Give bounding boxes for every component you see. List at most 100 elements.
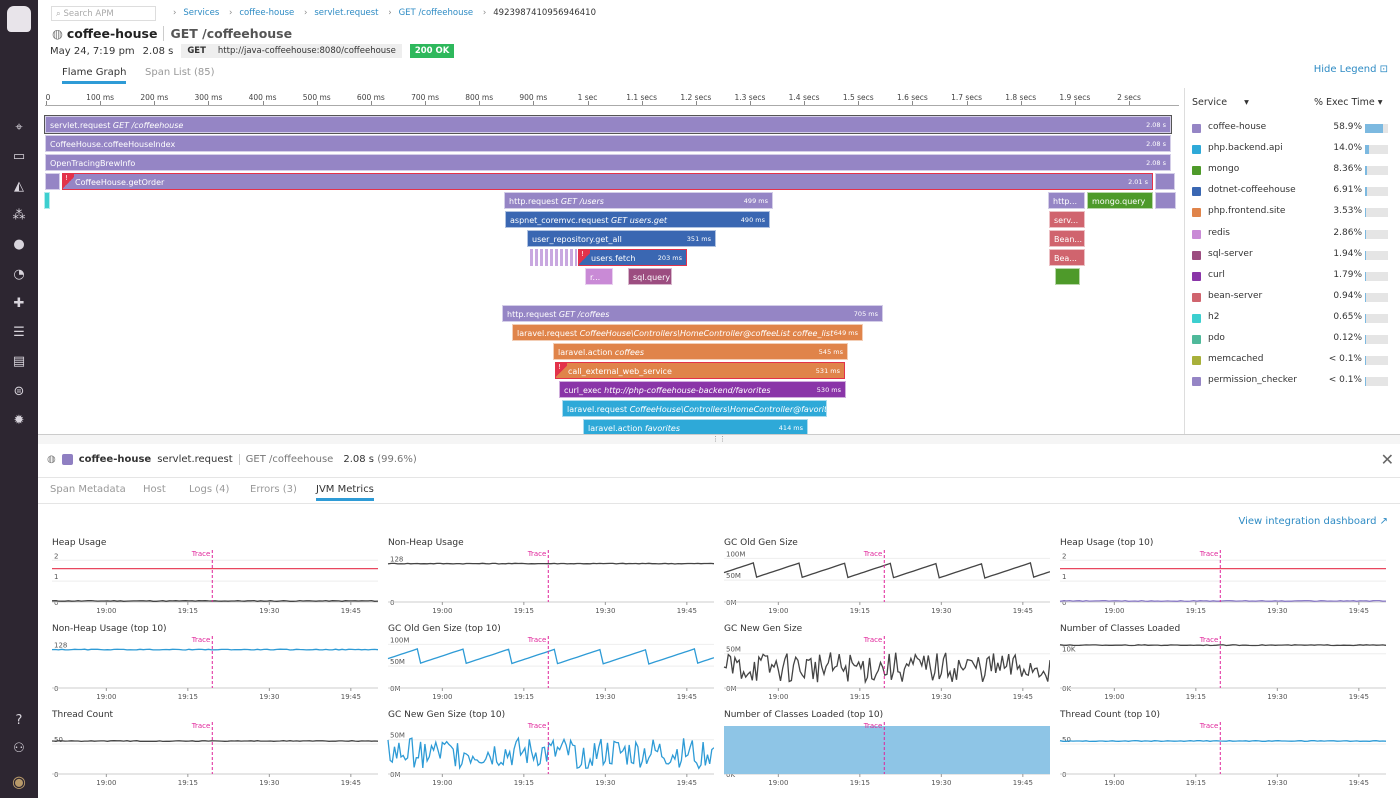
- tab-flame-graph[interactable]: Flame Graph: [62, 67, 127, 84]
- legend-item[interactable]: bean-server 0.94%: [1192, 291, 1392, 305]
- detail-tab-jvm-metrics[interactable]: JVM Metrics: [316, 484, 374, 501]
- y-tick-label: 128: [54, 642, 67, 650]
- user-avatar[interactable]: ◉: [12, 772, 26, 791]
- flame-span[interactable]: call_external_web_service 531 ms: [555, 362, 845, 379]
- apm-icon[interactable]: ☰: [13, 325, 25, 341]
- chart-plot[interactable]: 50 0 19:00 19:15 19:30 19:45 Trace: [1056, 720, 1386, 794]
- timeline-tick-mark: [208, 101, 210, 105]
- chart-plot[interactable]: 50 0 19:00 19:15 19:30 19:45 Trace: [48, 720, 378, 794]
- flame-span[interactable]: sql.query: [628, 268, 672, 285]
- gauge-icon[interactable]: ◔: [13, 266, 25, 282]
- detail-tab-host[interactable]: Host: [143, 484, 166, 495]
- chart-icon[interactable]: ◭: [14, 178, 24, 194]
- team-icon[interactable]: ⚇: [13, 741, 25, 756]
- settings-icon[interactable]: ✹: [13, 413, 25, 428]
- dashboard-icon[interactable]: ▭: [12, 149, 26, 165]
- legend-item[interactable]: php.frontend.site 3.53%: [1192, 206, 1392, 220]
- flame-span[interactable]: [44, 192, 50, 209]
- flame-span[interactable]: [1055, 268, 1080, 285]
- detail-tab-logs[interactable]: Logs (4): [189, 484, 230, 495]
- hide-legend-button[interactable]: Hide Legend ⊡: [1314, 64, 1388, 75]
- chart-plot[interactable]: 50M 0M 19:00 19:15 19:30 19:45 Trace: [384, 720, 714, 794]
- flame-span[interactable]: CoffeeHouse.getOrder 2.01 s: [62, 173, 1153, 190]
- y-tick-label: 100M: [726, 550, 745, 558]
- legend-item[interactable]: redis 2.86%: [1192, 228, 1392, 242]
- legend-item[interactable]: pdo 0.12%: [1192, 333, 1392, 347]
- flame-span[interactable]: Bean...: [1049, 230, 1085, 247]
- flame-span[interactable]: laravel.request CoffeeHouse\Controllers\…: [512, 324, 863, 341]
- breadcrumb-resource[interactable]: GET /coffeehouse: [398, 8, 474, 18]
- legend-item[interactable]: mongo 8.36%: [1192, 164, 1392, 178]
- x-tick-label: 19:30: [931, 693, 951, 701]
- legend-item[interactable]: h2 0.65%: [1192, 312, 1392, 326]
- flame-span[interactable]: CoffeeHouse.coffeeHouseIndex 2.08 s: [45, 135, 1171, 152]
- flame-span[interactable]: [45, 173, 60, 190]
- flame-span[interactable]: r...: [585, 268, 613, 285]
- flame-span[interactable]: servlet.request GET /coffeehouse 2.08 s: [44, 115, 1172, 134]
- alert-icon[interactable]: ●: [13, 237, 25, 253]
- flame-span[interactable]: laravel.request CoffeeHouse\Controllers\…: [562, 400, 827, 417]
- chart-plot[interactable]: 50M 0M 19:00 19:15 19:30 19:45 Trace: [720, 634, 1050, 708]
- flame-span[interactable]: users.fetch 203 ms: [578, 249, 687, 266]
- legend-item[interactable]: coffee-house 58.9%: [1192, 122, 1392, 136]
- flame-span[interactable]: OpenTracingBrewInfo 2.08 s: [45, 154, 1171, 171]
- flame-span[interactable]: aspnet_coremvc.request GET users.get 490 …: [505, 211, 770, 228]
- flame-span[interactable]: serv...: [1049, 211, 1085, 228]
- view-integration-dashboard-link[interactable]: View integration dashboard ↗: [1239, 516, 1389, 527]
- breadcrumb-services[interactable]: Services: [183, 8, 220, 18]
- search-input[interactable]: ⌕ Search APM: [51, 6, 156, 21]
- span-cluster[interactable]: [530, 249, 577, 266]
- chart-plot[interactable]: 100M 50M 0M 19:00 19:15 19:30 19:45 Trace: [384, 634, 714, 708]
- legend-service-header[interactable]: Service ▾: [1192, 97, 1249, 108]
- flame-span[interactable]: Bea...: [1049, 249, 1085, 266]
- nodes-icon[interactable]: ⁂: [12, 207, 26, 223]
- logs-icon[interactable]: ⊜: [13, 383, 25, 399]
- chart-plot[interactable]: 100M 50M 0M 19:00 19:15 19:30 19:45 Trace: [720, 548, 1050, 622]
- legend-item[interactable]: dotnet-coffeehouse 6.91%: [1192, 185, 1392, 199]
- search-placeholder: Search APM: [63, 9, 114, 19]
- legend-item[interactable]: sql-server 1.94%: [1192, 249, 1392, 263]
- notebook-icon[interactable]: ▤: [12, 354, 26, 370]
- puzzle-icon[interactable]: ✚: [13, 295, 25, 311]
- close-icon[interactable]: ✕: [1380, 450, 1394, 469]
- legend-item[interactable]: curl 1.79%: [1192, 270, 1392, 284]
- chart-plot[interactable]: 2 1 0 19:00 19:15 19:30 19:45 Trace: [48, 548, 378, 622]
- chart-plot[interactable]: 2 1 0 19:00 19:15 19:30 19:45 Trace: [1056, 548, 1386, 622]
- flame-span[interactable]: http...: [1048, 192, 1085, 209]
- x-tick-label: 19:45: [341, 693, 361, 701]
- chart-plot[interactable]: 128 0 19:00 19:15 19:30 19:45 Trace: [48, 634, 378, 708]
- flame-span[interactable]: http.request GET /users 499 ms: [504, 192, 773, 209]
- datadog-logo[interactable]: [7, 6, 31, 32]
- chart-title: Number of Classes Loaded (top 10): [724, 710, 884, 720]
- help-icon[interactable]: ?: [15, 713, 23, 728]
- legend-exec-header[interactable]: % Exec Time ▾: [1314, 97, 1383, 108]
- legend-exec-pct: 1.79%: [1333, 269, 1362, 280]
- legend-item[interactable]: php.backend.api 14.0%: [1192, 143, 1392, 157]
- flame-span[interactable]: laravel.action favorites 414 ms: [583, 419, 808, 434]
- detail-tab-span-metadata[interactable]: Span Metadata: [50, 484, 126, 495]
- binoculars-icon[interactable]: ⌖: [15, 120, 23, 135]
- flame-span[interactable]: laravel.action coffees 545 ms: [553, 343, 848, 360]
- series-line: [387, 736, 714, 770]
- caret-down-icon: ▾: [1244, 97, 1249, 108]
- flame-graph[interactable]: servlet.request GET /coffeehouse 2.08 s Co…: [38, 108, 1184, 434]
- exec-time-bar: [1365, 250, 1388, 260]
- legend-item[interactable]: permission_checker < 0.1%: [1192, 375, 1392, 389]
- breadcrumb-service[interactable]: coffee-house: [239, 8, 295, 18]
- chart-plot[interactable]: 128 0 19:00 19:15 19:30 19:45 Trace: [384, 548, 714, 622]
- flame-span[interactable]: mongo.query: [1087, 192, 1153, 209]
- breadcrumb-operation[interactable]: servlet.request: [314, 8, 379, 18]
- flame-span[interactable]: curl_exec http://php-coffeehouse-backend…: [559, 381, 846, 398]
- span-resource: GET users.get: [611, 216, 668, 225]
- flame-span[interactable]: user_repository.get_all 351 ms: [527, 230, 716, 247]
- panel-resize-handle[interactable]: ⋮⋮: [38, 434, 1400, 444]
- flame-span[interactable]: http.request GET /coffees 705 ms: [502, 305, 883, 322]
- flame-span[interactable]: [1155, 173, 1175, 190]
- hide-legend-label: Hide Legend: [1313, 64, 1377, 75]
- detail-tab-errors[interactable]: Errors (3): [250, 484, 297, 495]
- tab-span-list[interactable]: Span List (85): [145, 67, 215, 78]
- flame-span[interactable]: [1155, 192, 1176, 209]
- legend-item[interactable]: memcached < 0.1%: [1192, 354, 1392, 368]
